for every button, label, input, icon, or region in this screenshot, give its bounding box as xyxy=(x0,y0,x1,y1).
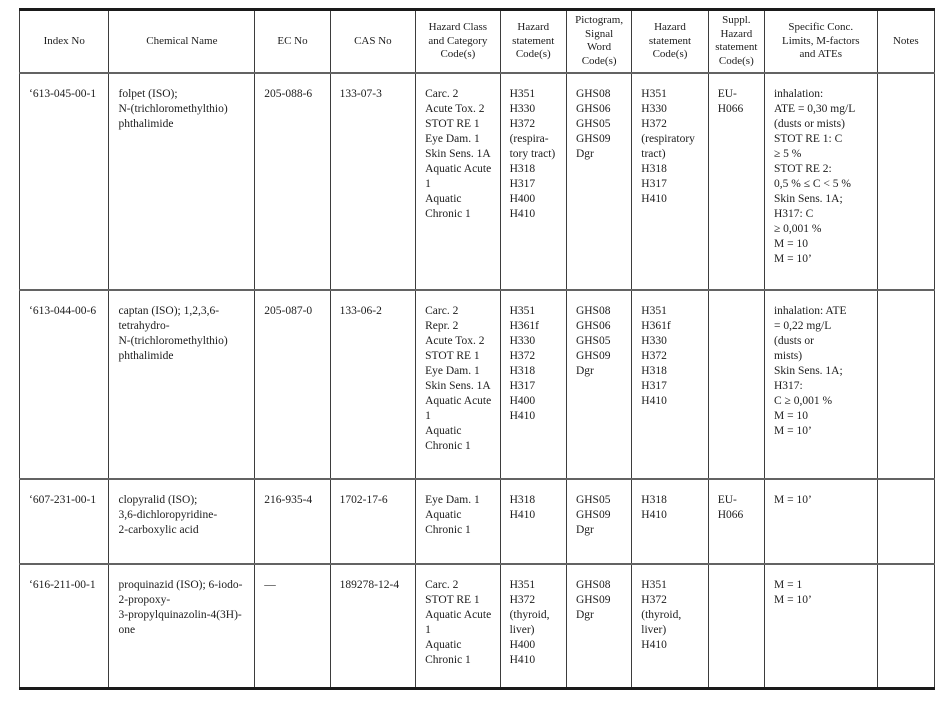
cell-suppl-hazard: EU- H066 xyxy=(707,72,765,290)
cell-ec-no: — xyxy=(254,563,331,689)
table-row-proquinazid: ‘616-211-00-1 proquinazid (ISO); 6-iodo-… xyxy=(18,563,936,689)
cell-hazard-statement-labelling: H351 H330 H372 (respiratory tract) H318 … xyxy=(631,72,709,290)
cell-hazard-statement-labelling: H351 H372 (thyroid, liver) H410 xyxy=(631,563,709,689)
col-header-suppl-hazard-statement: Suppl. Hazard statement Code(s) xyxy=(707,9,765,73)
col-header-index-no: Index No xyxy=(18,9,110,73)
cell-specific-conc: inhalation: ATE = 0,30 mg/L (dusts or mi… xyxy=(763,72,878,290)
cell-cas-no: 189278-12-4 xyxy=(329,563,417,689)
cell-hazard-statement: H318 H410 xyxy=(499,478,567,564)
header-row: Index No Chemical Name EC No CAS No Haza… xyxy=(18,9,936,73)
cell-notes xyxy=(876,478,936,564)
cell-pictogram-signal: GHS08 GHS06 GHS05 GHS09 Dgr xyxy=(565,289,633,479)
cell-cas-no: 133-06-2 xyxy=(329,289,417,479)
cell-ec-no: 205-087-0 xyxy=(254,289,331,479)
cell-chemical-name: proquinazid (ISO); 6-iodo- 2-propoxy- 3-… xyxy=(108,563,256,689)
cell-index-no: ‘613-044-00-6 xyxy=(18,289,110,479)
cell-hazard-class: Carc. 2 Repr. 2 Acute Tox. 2 STOT RE 1 E… xyxy=(415,289,501,479)
col-header-hazard-statement: Hazard statement Code(s) xyxy=(499,9,567,73)
table-row-captan: ‘613-044-00-6 captan (ISO); 1,2,3,6- tet… xyxy=(18,289,936,479)
cell-hazard-statement: H351 H361f H330 H372 H318 H317 H400 H410 xyxy=(499,289,567,479)
cell-pictogram-signal: GHS05 GHS09 Dgr xyxy=(565,478,633,564)
cell-hazard-class: Carc. 2 Acute Tox. 2 STOT RE 1 Eye Dam. … xyxy=(415,72,501,290)
cell-notes xyxy=(876,72,936,290)
cell-ec-no: 205-088-6 xyxy=(254,72,331,290)
cell-hazard-statement: H351 H372 (thyroid, liver) H400 H410 xyxy=(499,563,567,689)
cell-hazard-statement-labelling: H351 H361f H330 H372 H318 H317 H410 xyxy=(631,289,709,479)
cell-hazard-class: Eye Dam. 1 Aquatic Chronic 1 xyxy=(415,478,501,564)
cell-hazard-statement: H351 H330 H372 (respira- tory tract) H31… xyxy=(499,72,567,290)
table-row-clopyralid: ‘607-231-00-1 clopyralid (ISO); 3,6-dich… xyxy=(18,478,936,564)
cell-index-no: ‘616-211-00-1 xyxy=(18,563,110,689)
cell-suppl-hazard xyxy=(707,563,765,689)
cell-index-no: ‘607-231-00-1 xyxy=(18,478,110,564)
col-header-notes: Notes xyxy=(876,9,936,73)
cell-chemical-name: captan (ISO); 1,2,3,6- tetrahydro- N-(tr… xyxy=(108,289,256,479)
table-body: ‘613-045-00-1 folpet (ISO); N-(trichloro… xyxy=(18,72,936,689)
cell-ec-no: 216-935-4 xyxy=(254,478,331,564)
chemical-classification-table: Index No Chemical Name EC No CAS No Haza… xyxy=(18,8,936,690)
cell-cas-no: 1702-17-6 xyxy=(329,478,417,564)
col-header-chemical-name: Chemical Name xyxy=(108,9,256,73)
cell-suppl-hazard xyxy=(707,289,765,479)
col-header-ec-no: EC No xyxy=(254,9,331,73)
col-header-pictogram-signal-word: Pictogram, Signal Word Code(s) xyxy=(565,9,633,73)
cell-notes xyxy=(876,289,936,479)
table-header: Index No Chemical Name EC No CAS No Haza… xyxy=(18,9,936,73)
cell-cas-no: 133-07-3 xyxy=(329,72,417,290)
cell-hazard-statement-labelling: H318 H410 xyxy=(631,478,709,564)
cell-chemical-name: folpet (ISO); N-(trichloromethylthio) ph… xyxy=(108,72,256,290)
document-page: Index No Chemical Name EC No CAS No Haza… xyxy=(0,8,938,702)
cell-specific-conc: M = 10’ xyxy=(763,478,878,564)
cell-chemical-name: clopyralid (ISO); 3,6-dichloropyridine- … xyxy=(108,478,256,564)
col-header-hazard-class: Hazard Class and Category Code(s) xyxy=(415,9,501,73)
cell-specific-conc: inhalation: ATE = 0,22 mg/L (dusts or mi… xyxy=(763,289,878,479)
cell-pictogram-signal: GHS08 GHS09 Dgr xyxy=(565,563,633,689)
col-header-cas-no: CAS No xyxy=(329,9,417,73)
col-header-specific-conc-limits: Specific Conc. Limits, M-factors and ATE… xyxy=(763,9,878,73)
cell-index-no: ‘613-045-00-1 xyxy=(18,72,110,290)
cell-suppl-hazard: EU- H066 xyxy=(707,478,765,564)
table-row-folpet: ‘613-045-00-1 folpet (ISO); N-(trichloro… xyxy=(18,72,936,290)
cell-notes xyxy=(876,563,936,689)
cell-hazard-class: Carc. 2 STOT RE 1 Aquatic Acute 1 Aquati… xyxy=(415,563,501,689)
col-header-hazard-statement-labelling: Hazard statement Code(s) xyxy=(631,9,709,73)
cell-specific-conc: M = 1 M = 10’ xyxy=(763,563,878,689)
cell-pictogram-signal: GHS08 GHS06 GHS05 GHS09 Dgr xyxy=(565,72,633,290)
